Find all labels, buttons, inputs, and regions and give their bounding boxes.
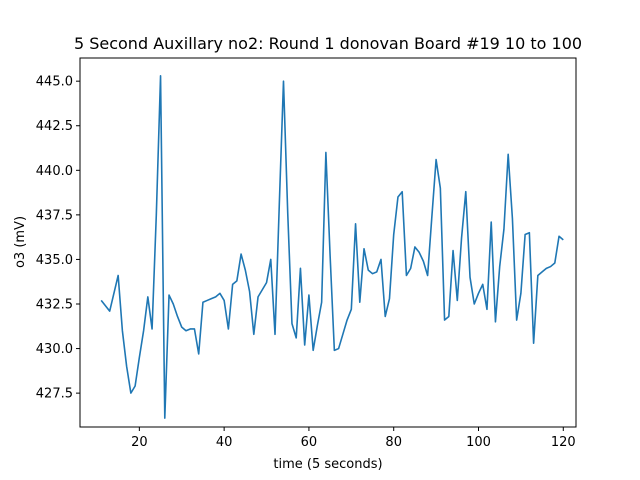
series-line-0	[100, 75, 564, 419]
x-tick-label: 120	[551, 435, 576, 450]
x-tick-label: 60	[301, 435, 318, 450]
y-tick-label: 427.5	[36, 387, 73, 402]
chart-title: 5 Second Auxillary no2: Round 1 donovan …	[74, 34, 582, 53]
y-tick-label: 430.0	[36, 342, 73, 357]
y-axis-label: o3 (mV)	[13, 216, 28, 268]
y-tick-label: 442.5	[36, 119, 73, 134]
axes-frame	[79, 57, 577, 428]
y-tick-label: 437.5	[36, 208, 73, 223]
y-tick-label: 445.0	[36, 75, 73, 90]
x-tick-label: 100	[466, 435, 491, 450]
y-tick-label: 432.5	[36, 298, 73, 313]
x-tick-label: 20	[131, 435, 148, 450]
x-tick-label: 80	[385, 435, 402, 450]
x-axis-label: time (5 seconds)	[273, 457, 382, 472]
y-axis: 427.5 430.0 432.5 435.0 437.5 440.0 442.5 445.0	[36, 75, 80, 402]
plot-area	[100, 75, 564, 419]
y-tick-label: 435.0	[36, 253, 73, 268]
x-axis: 20 40 60 80 100 120	[131, 427, 576, 450]
x-tick-label: 40	[216, 435, 233, 450]
y-tick-label: 440.0	[36, 164, 73, 179]
